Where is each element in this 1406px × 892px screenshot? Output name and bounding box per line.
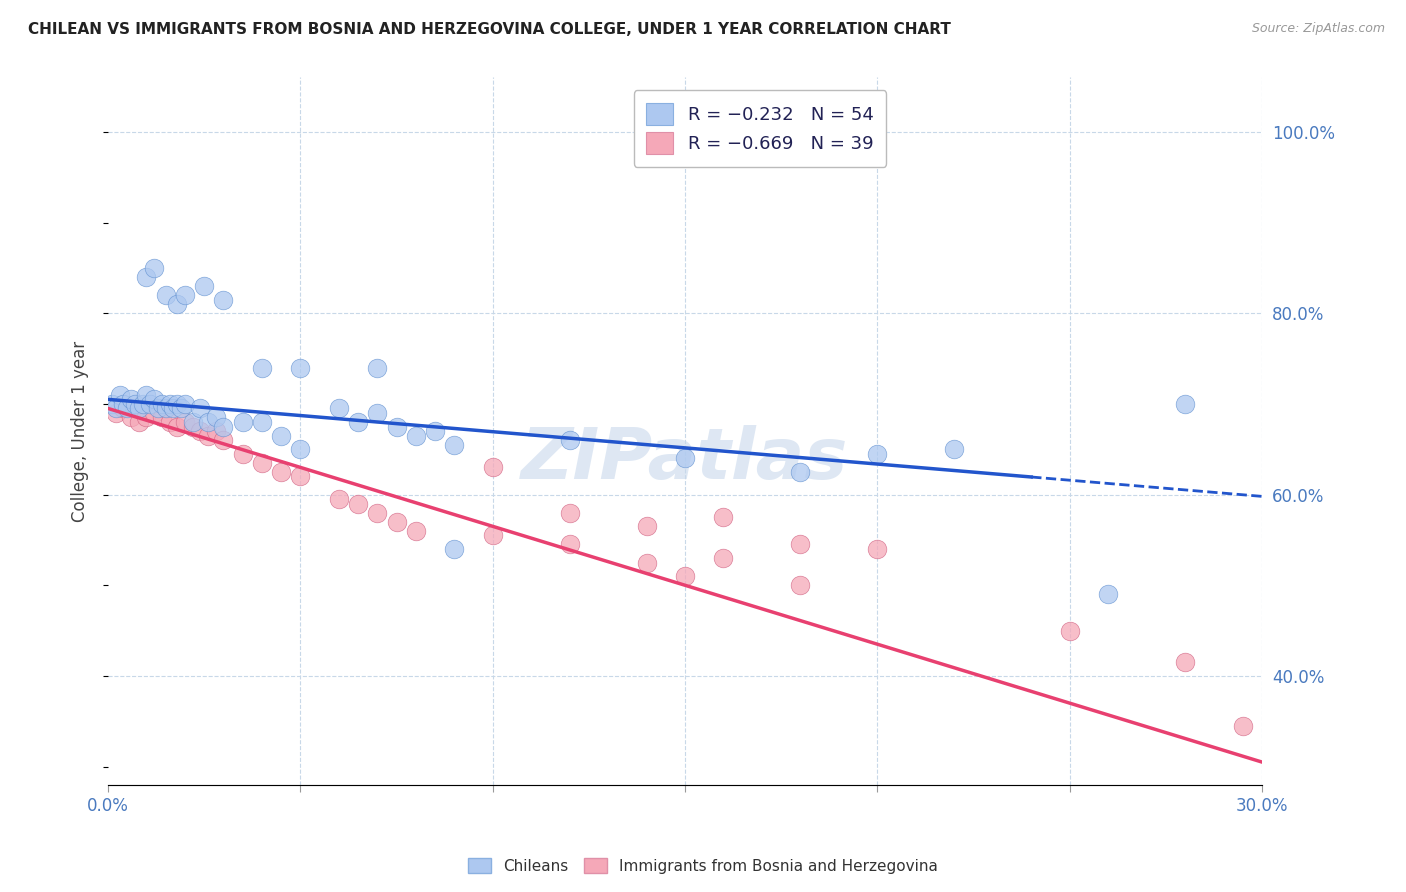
- Point: [112, 397, 135, 411]
- Point: [143, 392, 166, 407]
- Point: [131, 397, 153, 411]
- Point: [188, 424, 211, 438]
- Point: [128, 401, 150, 416]
- Point: [405, 428, 427, 442]
- Point: [135, 388, 157, 402]
- Point: [443, 541, 465, 556]
- Point: [1174, 656, 1197, 670]
- Point: [212, 293, 235, 307]
- Point: [423, 424, 446, 438]
- Point: [366, 406, 388, 420]
- Point: [104, 406, 127, 420]
- Point: [197, 415, 219, 429]
- Point: [204, 410, 226, 425]
- Point: [270, 428, 292, 442]
- Point: [139, 397, 162, 411]
- Point: [366, 360, 388, 375]
- Point: [197, 428, 219, 442]
- Point: [713, 551, 735, 566]
- Y-axis label: College, Under 1 year: College, Under 1 year: [72, 341, 89, 522]
- Point: [143, 260, 166, 275]
- Point: [366, 506, 388, 520]
- Point: [558, 506, 581, 520]
- Point: [188, 401, 211, 416]
- Point: [166, 397, 188, 411]
- Point: [155, 288, 177, 302]
- Point: [1174, 397, 1197, 411]
- Point: [558, 433, 581, 447]
- Point: [181, 415, 204, 429]
- Point: [128, 415, 150, 429]
- Point: [290, 469, 312, 483]
- Point: [713, 510, 735, 524]
- Point: [673, 451, 696, 466]
- Point: [270, 465, 292, 479]
- Point: [1232, 719, 1254, 733]
- Point: [481, 460, 503, 475]
- Point: [481, 528, 503, 542]
- Point: [170, 401, 193, 416]
- Point: [636, 519, 658, 533]
- Point: [290, 360, 312, 375]
- Point: [328, 401, 350, 416]
- Point: [250, 415, 273, 429]
- Point: [174, 415, 197, 429]
- Point: [112, 401, 135, 416]
- Text: CHILEAN VS IMMIGRANTS FROM BOSNIA AND HERZEGOVINA COLLEGE, UNDER 1 YEAR CORRELAT: CHILEAN VS IMMIGRANTS FROM BOSNIA AND HE…: [28, 22, 950, 37]
- Point: [150, 410, 173, 425]
- Point: [101, 397, 124, 411]
- Point: [347, 497, 370, 511]
- Point: [347, 415, 370, 429]
- Point: [443, 438, 465, 452]
- Legend: Chileans, Immigrants from Bosnia and Herzegovina: Chileans, Immigrants from Bosnia and Her…: [463, 852, 943, 880]
- Point: [193, 279, 215, 293]
- Point: [124, 397, 146, 411]
- Point: [250, 456, 273, 470]
- Point: [115, 401, 138, 416]
- Text: Source: ZipAtlas.com: Source: ZipAtlas.com: [1251, 22, 1385, 36]
- Point: [155, 401, 177, 416]
- Point: [943, 442, 966, 457]
- Point: [120, 392, 142, 407]
- Point: [789, 537, 811, 551]
- Point: [212, 419, 235, 434]
- Point: [290, 442, 312, 457]
- Point: [166, 419, 188, 434]
- Legend: R = −0.232   N = 54, R = −0.669   N = 39: R = −0.232 N = 54, R = −0.669 N = 39: [634, 90, 886, 167]
- Point: [150, 397, 173, 411]
- Point: [385, 419, 408, 434]
- Point: [135, 269, 157, 284]
- Point: [405, 524, 427, 538]
- Point: [250, 360, 273, 375]
- Point: [181, 419, 204, 434]
- Point: [108, 388, 131, 402]
- Point: [1059, 624, 1081, 638]
- Point: [212, 433, 235, 447]
- Point: [673, 569, 696, 583]
- Point: [328, 492, 350, 507]
- Point: [636, 556, 658, 570]
- Point: [174, 397, 197, 411]
- Point: [232, 415, 254, 429]
- Point: [385, 515, 408, 529]
- Point: [232, 447, 254, 461]
- Point: [159, 397, 181, 411]
- Point: [1097, 587, 1119, 601]
- Point: [135, 410, 157, 425]
- Point: [159, 415, 181, 429]
- Point: [789, 578, 811, 592]
- Point: [866, 541, 889, 556]
- Point: [120, 410, 142, 425]
- Text: ZIPatlas: ZIPatlas: [522, 425, 849, 494]
- Point: [789, 465, 811, 479]
- Point: [104, 401, 127, 416]
- Point: [166, 297, 188, 311]
- Point: [558, 537, 581, 551]
- Point: [174, 288, 197, 302]
- Point: [866, 447, 889, 461]
- Point: [204, 424, 226, 438]
- Point: [162, 401, 184, 416]
- Point: [146, 401, 169, 416]
- Point: [143, 406, 166, 420]
